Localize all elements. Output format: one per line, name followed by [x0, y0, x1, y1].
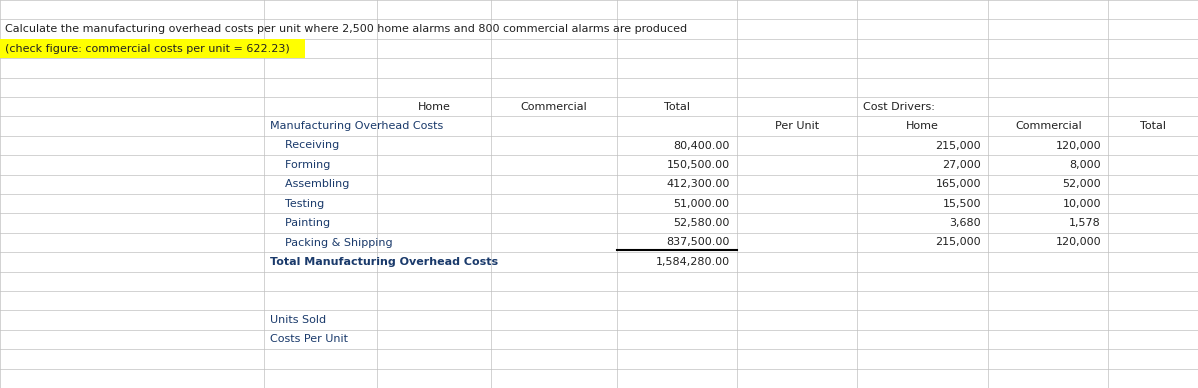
- Text: Calculate the manufacturing overhead costs per unit where 2,500 home alarms and : Calculate the manufacturing overhead cos…: [5, 24, 686, 34]
- Text: Assembling: Assembling: [278, 179, 350, 189]
- Text: Cost Drivers:: Cost Drivers:: [863, 102, 934, 112]
- Text: 215,000: 215,000: [936, 140, 981, 151]
- Text: Total Manufacturing Overhead Costs: Total Manufacturing Overhead Costs: [270, 257, 497, 267]
- Text: 80,400.00: 80,400.00: [673, 140, 730, 151]
- Text: 15,500: 15,500: [943, 199, 981, 209]
- Text: Receiving: Receiving: [278, 140, 339, 151]
- Text: 120,000: 120,000: [1055, 140, 1101, 151]
- Text: 10,000: 10,000: [1063, 199, 1101, 209]
- Text: Per Unit: Per Unit: [775, 121, 818, 131]
- Text: 52,000: 52,000: [1063, 179, 1101, 189]
- Text: Painting: Painting: [278, 218, 331, 228]
- Text: Packing & Shipping: Packing & Shipping: [278, 237, 393, 248]
- Text: Home: Home: [418, 102, 450, 112]
- Text: 51,000.00: 51,000.00: [673, 199, 730, 209]
- Text: 27,000: 27,000: [943, 160, 981, 170]
- Text: 52,580.00: 52,580.00: [673, 218, 730, 228]
- Text: Costs Per Unit: Costs Per Unit: [270, 334, 347, 345]
- Text: Commercial: Commercial: [1015, 121, 1082, 131]
- Text: 837,500.00: 837,500.00: [666, 237, 730, 248]
- Text: 120,000: 120,000: [1055, 237, 1101, 248]
- Text: Testing: Testing: [278, 199, 325, 209]
- Text: 8,000: 8,000: [1070, 160, 1101, 170]
- Text: 165,000: 165,000: [936, 179, 981, 189]
- Text: Total: Total: [664, 102, 690, 112]
- Text: Units Sold: Units Sold: [270, 315, 326, 325]
- Text: 1,584,280.00: 1,584,280.00: [655, 257, 730, 267]
- Text: Home: Home: [906, 121, 939, 131]
- Text: Forming: Forming: [278, 160, 331, 170]
- Text: 412,300.00: 412,300.00: [666, 179, 730, 189]
- Bar: [0, 39, 305, 58]
- Text: 215,000: 215,000: [936, 237, 981, 248]
- Text: Commercial: Commercial: [521, 102, 587, 112]
- Text: 150,500.00: 150,500.00: [666, 160, 730, 170]
- Text: (check figure: commercial costs per unit = 622.23): (check figure: commercial costs per unit…: [5, 43, 290, 54]
- Text: 1,578: 1,578: [1069, 218, 1101, 228]
- Text: 3,680: 3,680: [950, 218, 981, 228]
- Text: Total: Total: [1140, 121, 1166, 131]
- Text: Manufacturing Overhead Costs: Manufacturing Overhead Costs: [270, 121, 443, 131]
